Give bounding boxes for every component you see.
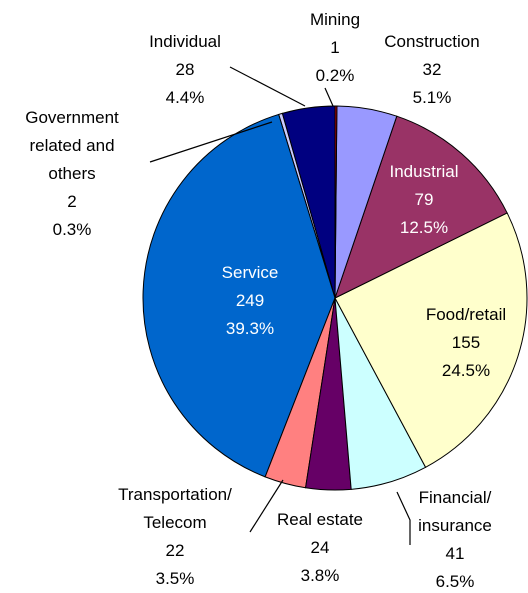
category-label: Government related and others [25,108,119,183]
slice-label: Transportation/ Telecom 22 3.5% [118,481,232,593]
category-label: Service [221,263,279,282]
slice-label: Mining 1 0.2% [310,6,360,90]
category-label: Mining [309,10,361,29]
value-label: 1 [330,38,340,57]
value-label: 32 [422,60,442,79]
leader-line [396,491,411,545]
leader-lines [149,66,411,545]
percent-label: 0.3% [52,220,92,239]
slice-label: Service 249 39.3% [222,259,279,343]
slice-label: Construction 32 5.1% [384,28,479,112]
category-label: Financial/ insurance [418,488,492,535]
category-label: Real estate [277,510,363,529]
leader-line [229,66,306,107]
percent-label: 3.5% [155,569,195,588]
slice-label: Food/retail 155 24.5% [426,301,506,385]
slice-label: Real estate 24 3.8% [277,506,363,590]
pie-slice [334,105,338,299]
leader-line [324,87,334,107]
pie-slice [334,115,508,299]
category-label: Food/retail [425,305,507,324]
percent-label: 3.8% [300,566,340,585]
slice-label: Industrial 79 12.5% [390,158,459,242]
percent-label: 39.3% [225,319,275,338]
percent-label: 12.5% [399,218,449,237]
slice-label: Financial/ insurance 41 6.5% [418,484,492,593]
percent-label: 5.1% [412,88,452,107]
value-label: 22 [165,541,185,560]
percent-label: 24.5% [441,361,491,380]
value-label: 79 [414,190,434,209]
value-label: 249 [235,291,265,310]
slice-label: Government related and others 2 0.3% [25,104,119,244]
slice-label: Individual 28 4.4% [149,28,221,112]
category-label: Construction [384,32,480,51]
percent-label: 6.5% [435,572,475,591]
category-label: Individual [149,32,221,51]
pie-slice [334,212,528,468]
pie-slice [142,113,336,478]
value-label: 2 [67,192,77,211]
value-label: 28 [175,60,195,79]
value-label: 41 [445,544,465,563]
percent-label: 4.4% [165,88,205,107]
category-label: Industrial [389,162,459,181]
value-label: 24 [310,538,330,557]
category-label: Transportation/ Telecom [118,485,232,532]
leader-line [149,121,273,163]
leader-line [249,479,284,533]
percent-label: 0.2% [315,66,355,85]
value-label: 155 [451,333,481,352]
